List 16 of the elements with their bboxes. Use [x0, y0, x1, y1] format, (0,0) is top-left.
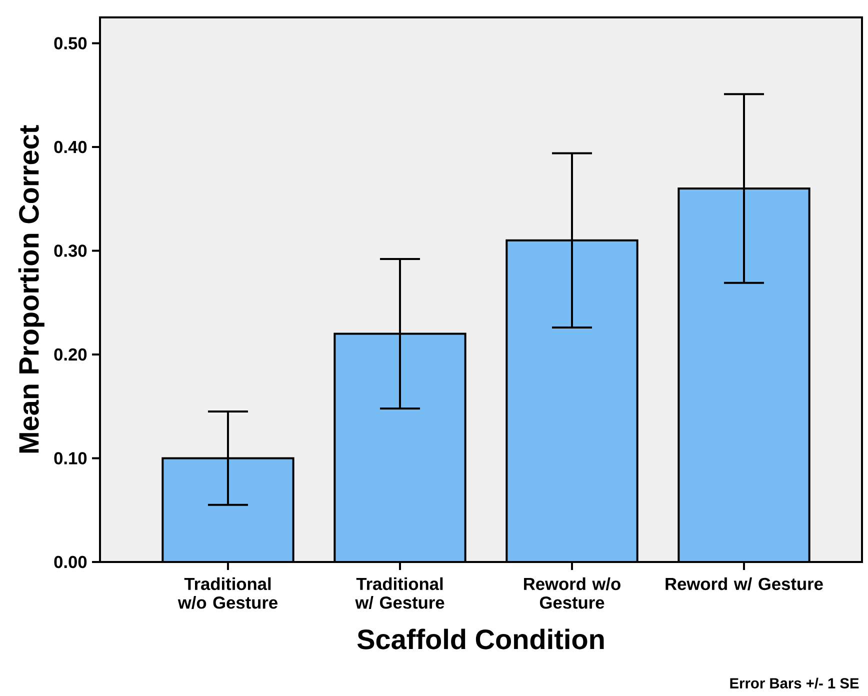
bar: [506, 240, 638, 562]
y-tick-label: 0.30: [54, 244, 87, 257]
y-tick-label: 0.20: [54, 348, 87, 361]
y-tick-label: 0.40: [54, 140, 87, 154]
y-tick-label: 0.50: [54, 37, 87, 50]
bar: [162, 458, 294, 562]
y-tick-label: 0.10: [54, 452, 87, 464]
x-tick-label: Traditional w/ Gesture: [355, 577, 444, 609]
x-axis-title: Scaffold Condition: [357, 628, 604, 650]
y-tick-label: 0.00: [54, 556, 87, 568]
x-tick-label: Reword w/ Gesture: [666, 577, 823, 590]
text: Error Bars +/- 1 SE: [730, 678, 859, 689]
bar: [334, 334, 466, 562]
x-tick-label: Traditional w/o Gesture: [178, 577, 278, 609]
x-tick-label: Reword w/o Gesture: [524, 577, 620, 609]
y-axis-title: Mean Proportion Correct: [18, 125, 44, 453]
